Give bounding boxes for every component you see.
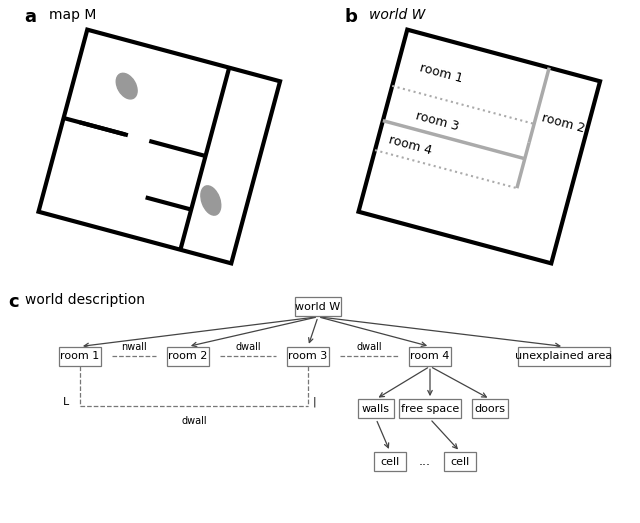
- Text: free space: free space: [401, 404, 459, 414]
- Ellipse shape: [201, 186, 221, 215]
- FancyBboxPatch shape: [167, 347, 209, 366]
- Text: cell: cell: [451, 457, 470, 467]
- Text: room 4: room 4: [388, 133, 434, 157]
- Polygon shape: [38, 30, 280, 264]
- FancyBboxPatch shape: [358, 400, 394, 418]
- FancyBboxPatch shape: [399, 400, 461, 418]
- FancyBboxPatch shape: [374, 452, 406, 471]
- Text: c: c: [8, 293, 19, 311]
- Text: dwall: dwall: [235, 343, 261, 353]
- Text: dwall: dwall: [181, 416, 207, 426]
- Text: unexplained area: unexplained area: [515, 351, 612, 361]
- Text: dwall: dwall: [356, 343, 382, 353]
- Text: a: a: [24, 8, 36, 26]
- FancyBboxPatch shape: [294, 298, 341, 316]
- Text: L: L: [63, 397, 69, 407]
- Text: nwall: nwall: [121, 343, 147, 353]
- Text: room 3: room 3: [414, 109, 460, 133]
- Text: room 1: room 1: [419, 61, 465, 85]
- Text: cell: cell: [380, 457, 399, 467]
- Text: room 2: room 2: [540, 111, 586, 135]
- FancyBboxPatch shape: [518, 347, 610, 366]
- Text: walls: walls: [362, 404, 390, 414]
- FancyBboxPatch shape: [472, 400, 508, 418]
- FancyBboxPatch shape: [444, 452, 476, 471]
- Polygon shape: [358, 30, 600, 264]
- Text: doors: doors: [474, 404, 506, 414]
- Text: world description: world description: [25, 293, 145, 307]
- Text: room 3: room 3: [289, 351, 328, 361]
- Text: ...: ...: [419, 455, 431, 468]
- Ellipse shape: [116, 73, 137, 99]
- Text: room 1: room 1: [60, 351, 100, 361]
- FancyBboxPatch shape: [287, 347, 329, 366]
- Text: b: b: [344, 8, 357, 26]
- Text: world W: world W: [296, 302, 340, 312]
- Text: room 4: room 4: [410, 351, 450, 361]
- Text: room 2: room 2: [168, 351, 208, 361]
- FancyBboxPatch shape: [59, 347, 101, 366]
- Text: |: |: [312, 397, 316, 407]
- Text: map M: map M: [49, 8, 97, 22]
- Text: world W: world W: [369, 8, 426, 22]
- FancyBboxPatch shape: [409, 347, 451, 366]
